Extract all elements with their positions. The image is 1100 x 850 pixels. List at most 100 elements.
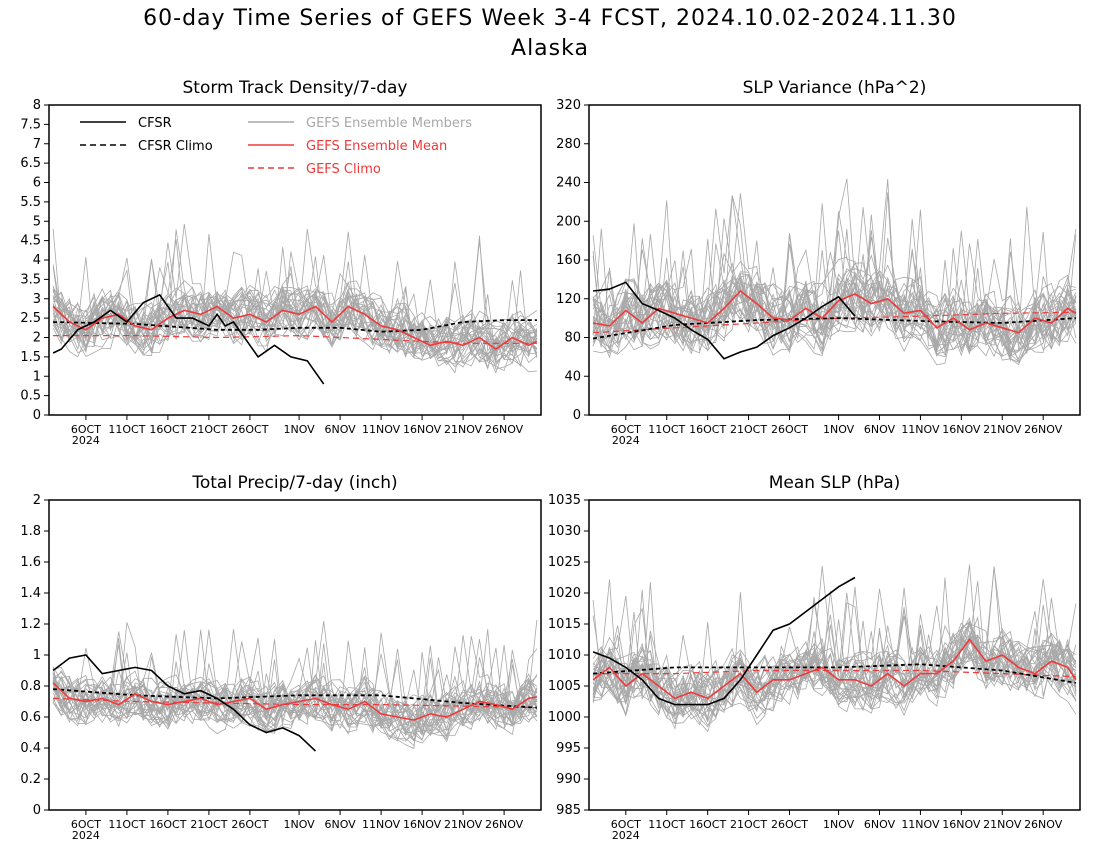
x-tick-label: 11NOV xyxy=(901,423,940,436)
ensemble-member-line xyxy=(52,661,538,742)
x-tick-label: 11NOV xyxy=(901,818,940,831)
panel-frame xyxy=(48,499,542,811)
x-tick-label: 16OCT xyxy=(689,818,726,831)
x-tick-label: 16NOV xyxy=(403,818,442,831)
y-tick-label: 7 xyxy=(33,137,41,152)
x-tick-label: 16NOV xyxy=(942,818,981,831)
y-tick-label: 80 xyxy=(564,331,581,346)
x-tick-label: 6OCT xyxy=(611,818,641,831)
plot-area xyxy=(52,619,538,752)
y-tick-label: 3 xyxy=(33,292,41,307)
ensemble-member-line xyxy=(592,622,1077,720)
x-tick-label: 11OCT xyxy=(648,423,685,436)
panel-4: Mean SLP (hPa) 985 990 995 1000 1005 1010 1015 1… xyxy=(548,473,1081,842)
panel-title: Mean SLP (hPa) xyxy=(769,473,901,493)
gefs-mean-line xyxy=(592,289,1077,334)
x-tick-label: 21NOV xyxy=(444,818,483,831)
y-tick-label: 2 xyxy=(33,493,41,508)
y-tick-label: 240 xyxy=(556,176,581,191)
y-tick-label: 1000 xyxy=(548,710,581,725)
x-tick-label: 21NOV xyxy=(444,423,483,436)
y-tick-label: 120 xyxy=(556,292,581,307)
panel-title: Total Precip/7-day (inch) xyxy=(191,473,397,493)
x-tick-label: 26OCT xyxy=(231,423,268,436)
x-tick-label: 6NOV xyxy=(864,818,896,831)
ensemble-member-line xyxy=(52,286,538,370)
x-tick-label: 6OCT xyxy=(71,423,101,436)
x-tick-label: 26OCT xyxy=(771,818,808,831)
ensemble-member-line xyxy=(52,261,538,358)
y-tick-label: 160 xyxy=(556,253,581,268)
y-tick-label: 5.5 xyxy=(20,195,41,210)
ensemble-member-line xyxy=(53,621,537,744)
cfsr-line xyxy=(52,293,325,385)
legend-label-members: GEFS Ensemble Members xyxy=(306,116,472,131)
ensemble-member-line xyxy=(52,622,538,736)
legend-label-cfsr-climo: CFSR Climo xyxy=(138,139,213,154)
ensemble-member-line xyxy=(592,615,1077,715)
plot-area xyxy=(592,178,1077,366)
panel-frame xyxy=(48,104,542,416)
panel-title: SLP Variance (hPa^2) xyxy=(743,78,927,98)
y-tick-label: 2 xyxy=(33,331,41,346)
y-tick-label: 1015 xyxy=(548,617,581,632)
y-tick-label: 0.4 xyxy=(20,741,41,756)
panel-frame xyxy=(588,104,1081,416)
ensemble-member-line xyxy=(52,680,538,732)
x-year-label: 2024 xyxy=(72,829,100,842)
cfsr-climo-line xyxy=(53,319,537,333)
x-tick-label: 1NOV xyxy=(283,423,315,436)
y-tick-label: 1.6 xyxy=(20,555,41,570)
ensemble-member-line xyxy=(592,611,1077,710)
x-tick-label: 11OCT xyxy=(108,423,145,436)
x-tick-label: 26NOV xyxy=(1024,818,1063,831)
y-tick-label: 985 xyxy=(556,803,581,818)
ensemble-member-line xyxy=(52,629,538,743)
ensemble-member-line xyxy=(52,268,538,363)
y-tick-label: 4.5 xyxy=(20,234,41,249)
ensemble-member-line xyxy=(592,641,1077,726)
y-tick-label: 8 xyxy=(33,98,41,113)
cfsr-climo-line xyxy=(593,663,1077,684)
cfsr-line xyxy=(52,654,317,752)
gefs-mean-line xyxy=(52,682,538,721)
legend: CFSR CFSR Climo GEFS Ensemble Members GEFS … xyxy=(80,116,472,177)
ensemble-member-line xyxy=(592,179,1077,349)
ensemble-member-line xyxy=(52,619,538,728)
ensemble-member-line xyxy=(52,629,538,750)
y-tick-label: 7.5 xyxy=(20,117,41,132)
y-tick-label: 1010 xyxy=(548,648,581,663)
x-tick-label: 1NOV xyxy=(823,818,855,831)
x-tick-label: 26OCT xyxy=(231,818,268,831)
y-tick-label: 3.5 xyxy=(20,272,41,287)
x-tick-label: 6NOV xyxy=(324,423,356,436)
legend-label-cfsr: CFSR xyxy=(138,116,172,131)
gefs-climo-line xyxy=(53,697,537,709)
ensemble-member-line xyxy=(592,627,1077,728)
y-tick-label: 6 xyxy=(33,176,41,191)
y-tick-label: 1035 xyxy=(548,493,581,508)
ensemble-member-line xyxy=(52,258,538,361)
x-tick-label: 1NOV xyxy=(823,423,855,436)
cfsr-climo-line xyxy=(53,688,537,709)
ensemble-member-line xyxy=(52,257,538,360)
ensemble-member-line xyxy=(592,630,1077,719)
x-tick-label: 16NOV xyxy=(403,423,442,436)
ensemble-member-line xyxy=(592,239,1076,366)
x-tick-label: 6OCT xyxy=(71,818,101,831)
ensemble-member-line xyxy=(592,602,1077,723)
chart-subtitle: Alaska xyxy=(511,36,589,61)
plot-area xyxy=(592,564,1077,733)
x-tick-label: 26OCT xyxy=(771,423,808,436)
ensemble-member-line xyxy=(592,228,1077,353)
x-tick-label: 11NOV xyxy=(362,818,401,831)
gefs-climo-line xyxy=(53,334,537,344)
x-tick-label: 26NOV xyxy=(485,423,524,436)
y-tick-label: 40 xyxy=(564,369,581,384)
y-tick-label: 0 xyxy=(33,803,41,818)
y-tick-label: 1020 xyxy=(548,586,581,601)
cfsr-line xyxy=(592,576,856,706)
y-tick-label: 1.4 xyxy=(20,586,41,601)
y-tick-label: 0 xyxy=(33,408,41,423)
